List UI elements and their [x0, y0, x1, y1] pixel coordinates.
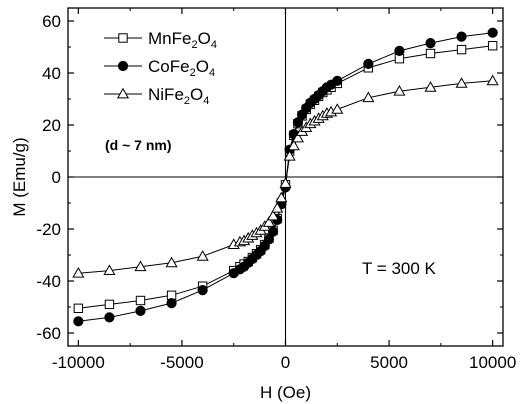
legend: MnFe2O4 CoFe2O4 NiFe2O4	[104, 29, 217, 107]
data-point	[291, 131, 304, 143]
legend-marker	[118, 33, 128, 43]
data-point	[262, 216, 275, 227]
annotation-temperature: T = 300 K	[362, 259, 437, 278]
legend-item: NiFe2O4	[104, 85, 209, 107]
data-point	[287, 139, 300, 151]
data-point	[362, 91, 375, 103]
data-point	[135, 295, 146, 306]
data-point	[363, 58, 374, 70]
data-point	[166, 298, 177, 309]
data-point	[275, 191, 288, 203]
data-point	[332, 75, 343, 86]
data-point	[263, 234, 275, 245]
x-tick-label: 5000	[370, 353, 408, 372]
legend-marker	[117, 60, 129, 72]
data-point	[104, 299, 115, 310]
x-tick-label: -5000	[160, 353, 203, 372]
data-point	[267, 209, 280, 221]
data-point	[271, 201, 284, 213]
data-point	[331, 103, 344, 114]
data-point	[487, 27, 498, 38]
data-point	[73, 316, 84, 327]
annotation-size: (d ~ 7 nm)	[105, 137, 172, 153]
legend-marker	[116, 87, 130, 99]
data-point	[196, 250, 209, 261]
y-tick-label: 0	[52, 168, 61, 187]
y-axis-label: M (Emu/g)	[10, 137, 29, 216]
data-point	[456, 31, 467, 42]
y-tick-label: -60	[36, 324, 61, 343]
data-point	[267, 226, 279, 237]
x-axis-label: H (Oe)	[260, 383, 311, 402]
legend-item: MnFe2O4	[104, 29, 217, 51]
data-point	[292, 117, 304, 128]
plot-layer: -10000 -5000 0 5000 10000 -60 -40 -20 0 20 40 60 H (…	[10, 7, 516, 402]
data-point	[134, 260, 147, 272]
data-point	[486, 74, 499, 86]
data-point	[197, 285, 208, 296]
data-point	[455, 77, 468, 88]
data-point	[104, 312, 115, 323]
y-tick-label: -20	[36, 220, 61, 239]
data-point	[283, 149, 296, 161]
data-point	[394, 45, 405, 57]
data-point	[393, 84, 406, 96]
series-CoFe2O4	[73, 27, 498, 327]
legend-label: MnFe2O4	[148, 29, 217, 51]
data-point	[72, 266, 85, 278]
y-tick-label: 40	[42, 64, 61, 83]
data-point	[73, 303, 84, 314]
data-point	[456, 44, 467, 55]
data-point	[424, 81, 437, 92]
series-NiFe2O4	[72, 74, 499, 278]
legend-label: CoFe2O4	[148, 57, 215, 79]
legend-item: CoFe2O4	[104, 57, 215, 79]
data-point	[425, 48, 436, 59]
data-point	[103, 264, 116, 275]
data-point	[487, 41, 498, 51]
y-tick-label: -40	[36, 272, 61, 291]
y-tick-label: 60	[42, 12, 61, 31]
data-point	[425, 38, 436, 49]
x-tick-label: 0	[281, 353, 290, 372]
x-tick-label: 10000	[469, 353, 516, 372]
data-point	[135, 305, 146, 316]
x-tick-label: -10000	[52, 353, 105, 372]
data-point	[165, 256, 178, 268]
y-tick-label: 20	[42, 116, 61, 135]
legend-label: NiFe2O4	[148, 85, 209, 107]
data-point	[279, 177, 292, 188]
